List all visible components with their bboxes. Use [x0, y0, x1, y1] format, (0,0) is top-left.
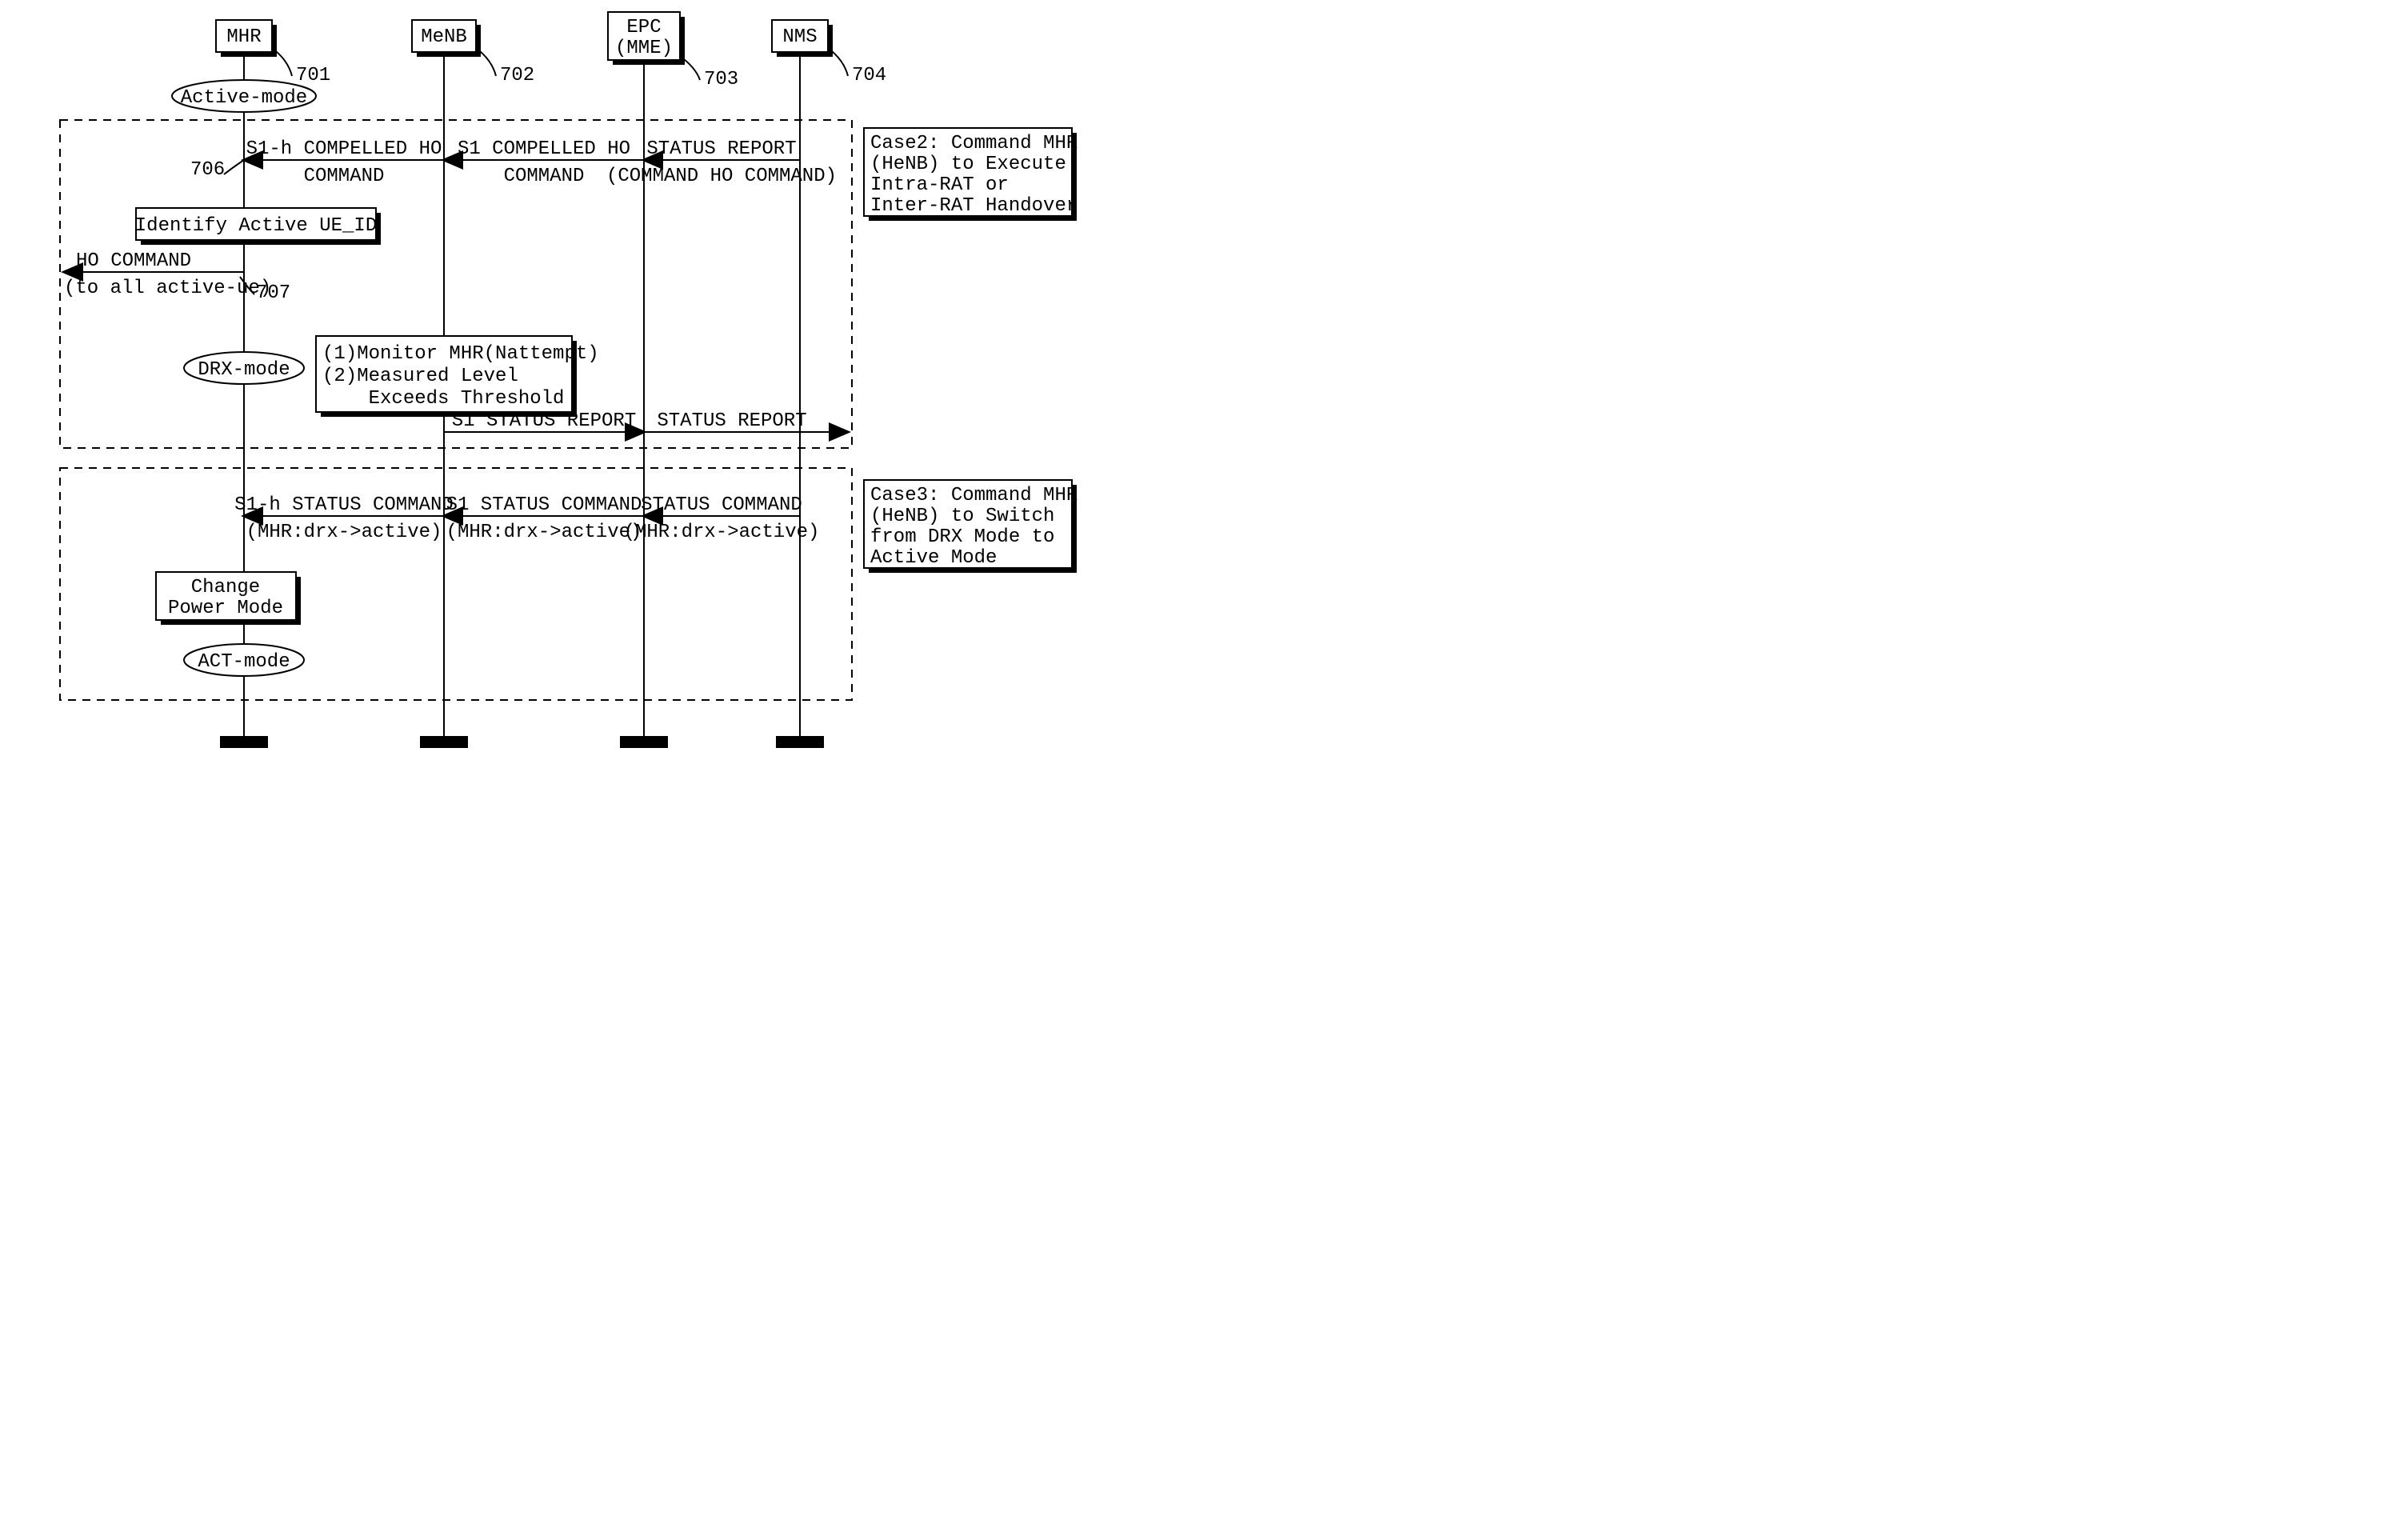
svg-text:S1 STATUS COMMAND: S1 STATUS COMMAND — [446, 494, 642, 516]
svg-text:(HeNB) to Execute: (HeNB) to Execute — [870, 154, 1066, 175]
case2-label: Case2: Command MHR (HeNB) to Execute Int… — [864, 128, 1078, 221]
ref-703: 703 — [704, 69, 738, 90]
svg-text:(MHR:drx->active): (MHR:drx->active) — [446, 522, 642, 543]
msg-ho-command: HO COMMAND (to all active-ue) 707 — [64, 250, 290, 304]
svg-text:(1)Monitor MHR(Nattempt): (1)Monitor MHR(Nattempt) — [322, 343, 599, 365]
svg-text:Change: Change — [191, 577, 260, 598]
svg-text:S1 COMPELLED HO: S1 COMPELLED HO — [458, 138, 630, 160]
action-change-power: Change Power Mode — [156, 572, 301, 625]
svg-text:from DRX Mode to: from DRX Mode to — [870, 526, 1054, 548]
svg-text:ACT-mode: ACT-mode — [198, 651, 290, 673]
svg-text:Intra-RAT or: Intra-RAT or — [870, 174, 1009, 196]
lifeline-menb-label: MeNB — [421, 26, 467, 48]
lifeline-epc: EPC (MME) 703 — [608, 12, 738, 748]
svg-text:Active-mode: Active-mode — [181, 87, 307, 109]
state-drx-mode: DRX-mode — [184, 352, 304, 384]
ref-701: 701 — [296, 65, 330, 86]
ref-706: 706 — [190, 159, 225, 181]
ref-702: 702 — [500, 65, 534, 86]
svg-text:HO COMMAND: HO COMMAND — [76, 250, 191, 272]
ref-704: 704 — [852, 65, 886, 86]
state-active-mode: Active-mode — [172, 80, 316, 112]
svg-text:(COMMAND HO COMMAND): (COMMAND HO COMMAND) — [606, 166, 837, 187]
case3-label: Case3: Command MHR (HeNB) to Switch from… — [864, 480, 1078, 573]
ref-707: 707 — [256, 282, 290, 304]
svg-text:Active Mode: Active Mode — [870, 547, 997, 569]
svg-text:S1 STATUS REPORT: S1 STATUS REPORT — [452, 410, 636, 432]
action-identify: Identify Active UE_ID — [135, 208, 381, 245]
svg-text:COMMAND: COMMAND — [304, 166, 385, 187]
svg-text:(to all active-ue): (to all active-ue) — [64, 278, 271, 299]
svg-text:DRX-mode: DRX-mode — [198, 359, 290, 381]
msg-row2: STATUS COMMAND (MHR:drx->active) S1 STAT… — [234, 494, 819, 543]
note-monitor: (1)Monitor MHR(Nattempt) (2)Measured Lev… — [316, 336, 599, 417]
svg-text:STATUS REPORT: STATUS REPORT — [657, 410, 806, 432]
svg-text:Identify Active UE_ID: Identify Active UE_ID — [135, 215, 377, 237]
msg-row-report: S1 STATUS REPORT STATUS REPORT — [444, 410, 848, 432]
svg-text:COMMAND: COMMAND — [504, 166, 585, 187]
svg-text:Power Mode: Power Mode — [168, 598, 283, 619]
svg-text:STATUS REPORT: STATUS REPORT — [646, 138, 796, 160]
svg-text:STATUS COMMAND: STATUS COMMAND — [641, 494, 802, 516]
svg-text:(MHR:drx->active): (MHR:drx->active) — [624, 522, 820, 543]
msg-row1: STATUS REPORT (COMMAND HO COMMAND) S1 CO… — [190, 138, 837, 187]
sequence-diagram: MHR 701 MeNB 702 EPC (MME) 703 NMS 704 — [0, 0, 1180, 772]
svg-text:Inter-RAT Handover: Inter-RAT Handover — [870, 195, 1078, 217]
lifeline-mhr-label: MHR — [226, 26, 261, 48]
lifeline-epc-label1: EPC — [626, 17, 661, 38]
lifeline-epc-label2: (MME) — [615, 38, 673, 59]
svg-text:(MHR:drx->active): (MHR:drx->active) — [246, 522, 442, 543]
lifeline-nms-label: NMS — [782, 26, 817, 48]
svg-text:Case2: Command MHR: Case2: Command MHR — [870, 133, 1078, 154]
svg-text:(2)Measured Level: (2)Measured Level — [322, 366, 518, 387]
state-act-mode: ACT-mode — [184, 644, 304, 676]
svg-text:Exceeds Threshold: Exceeds Threshold — [322, 388, 564, 410]
svg-text:Case3: Command MHR: Case3: Command MHR — [870, 485, 1078, 506]
svg-text:(HeNB) to Switch: (HeNB) to Switch — [870, 506, 1054, 527]
svg-text:S1-h STATUS COMMAND: S1-h STATUS COMMAND — [234, 494, 454, 516]
svg-text:S1-h COMPELLED HO: S1-h COMPELLED HO — [246, 138, 442, 160]
